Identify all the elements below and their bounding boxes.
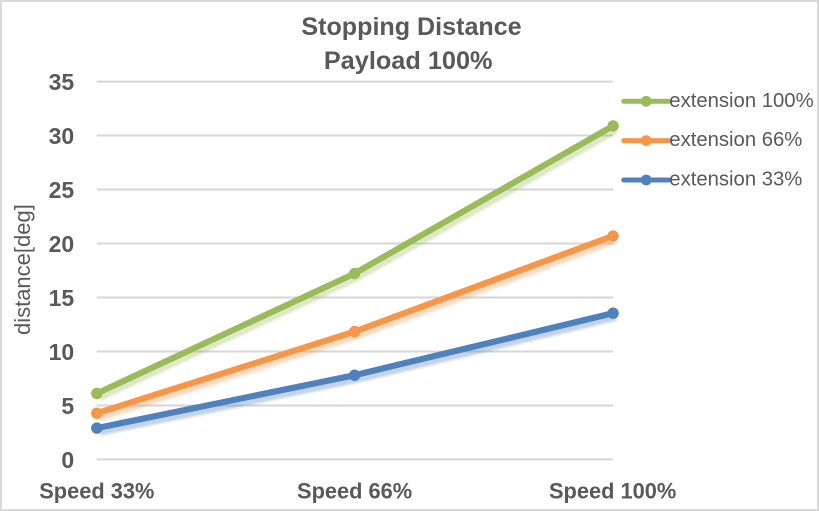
svg-text:Stopping Distance: Stopping Distance <box>301 13 521 41</box>
svg-text:35: 35 <box>49 69 75 95</box>
svg-text:20: 20 <box>49 231 75 257</box>
svg-text:25: 25 <box>49 177 75 203</box>
svg-text:distance[deg]: distance[deg] <box>10 204 35 335</box>
svg-text:10: 10 <box>49 339 75 365</box>
svg-text:5: 5 <box>61 393 74 419</box>
svg-text:Payload 100%: Payload 100% <box>324 47 493 75</box>
svg-text:extension 66%: extension 66% <box>669 129 802 151</box>
svg-text:Speed 66%: Speed 66% <box>297 478 412 503</box>
svg-text:extension 100%: extension 100% <box>669 90 813 112</box>
svg-text:15: 15 <box>49 285 75 311</box>
svg-text:0: 0 <box>61 447 74 473</box>
svg-text:Speed 100%: Speed 100% <box>549 478 676 503</box>
svg-text:Speed 33%: Speed 33% <box>39 478 154 503</box>
svg-text:extension 33%: extension 33% <box>669 169 802 191</box>
svg-text:30: 30 <box>49 123 75 149</box>
